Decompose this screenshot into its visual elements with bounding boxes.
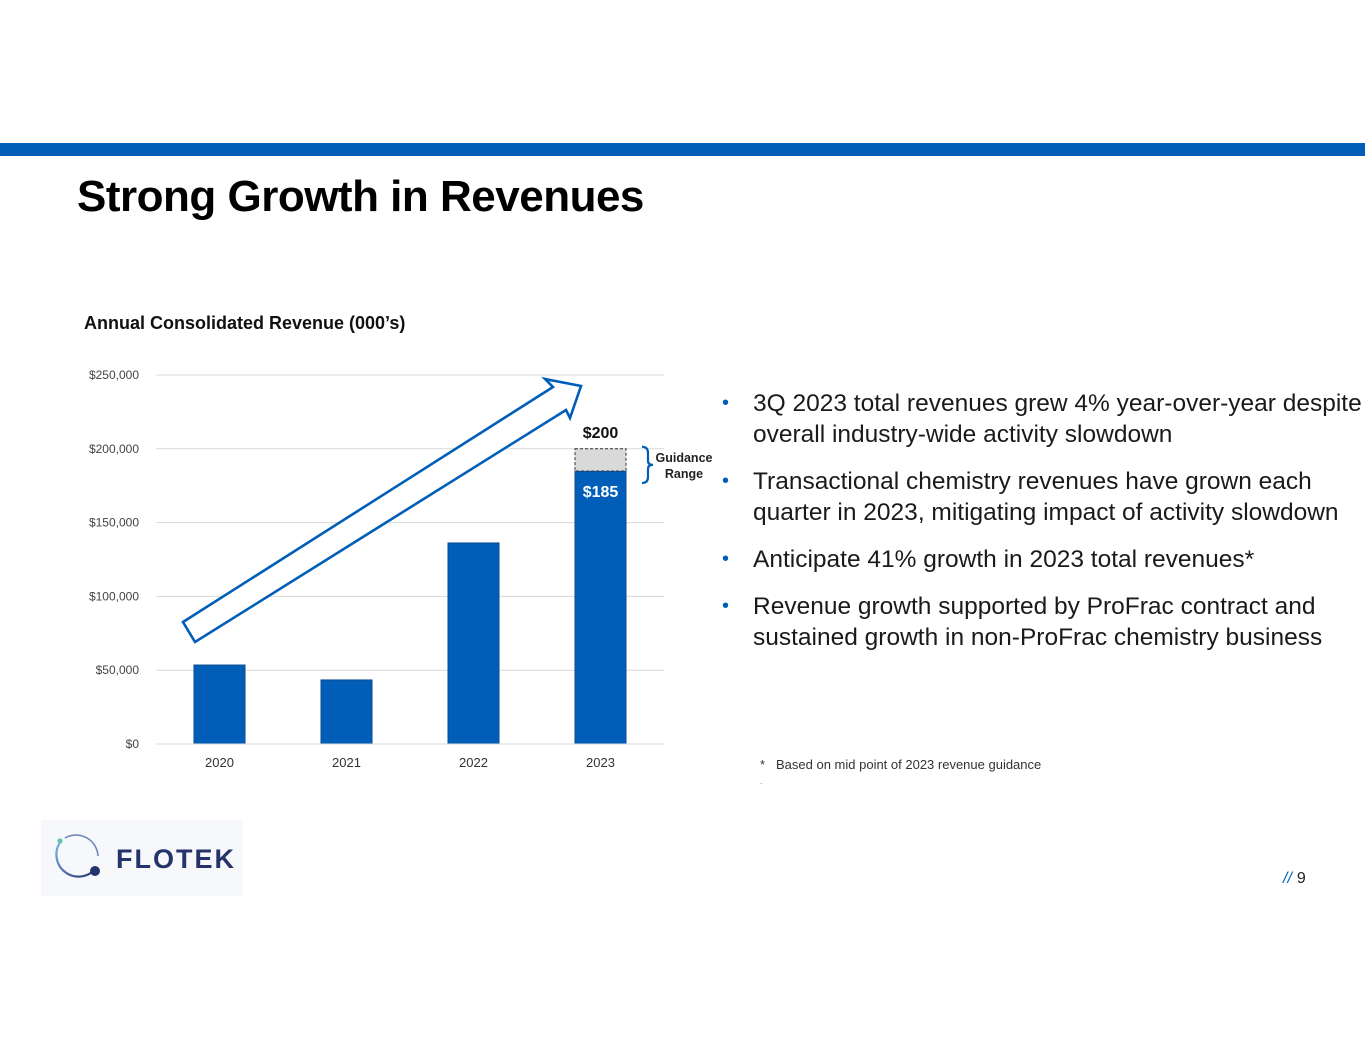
bullet-icon: •	[722, 595, 730, 617]
bullet-icon: •	[722, 470, 730, 492]
bullet-item: • Anticipate 41% growth in 2023 total rev…	[722, 544, 1362, 575]
data-label-low: $185	[583, 484, 619, 501]
footnote-trailing-mark: .	[760, 776, 763, 786]
bullet-icon: •	[722, 392, 730, 414]
page-number-value: 9	[1296, 870, 1306, 887]
x-tick-label: 2021	[332, 755, 361, 770]
guidance-label: Guidance	[656, 451, 713, 465]
y-tick-label: $150,000	[89, 516, 139, 530]
bullet-item: • Revenue growth supported by ProFrac con…	[722, 591, 1362, 653]
x-tick-label: 2020	[205, 755, 234, 770]
page-title: Strong Growth in Revenues	[77, 172, 644, 221]
y-tick-label: $200,000	[89, 442, 139, 456]
guidance-bracket	[641, 445, 654, 485]
footnote: * Based on mid point of 2023 revenue guid…	[760, 757, 1041, 772]
guidance-range-bar	[574, 448, 627, 472]
x-tick-label: 2023	[586, 755, 615, 770]
footnote-marker: *	[760, 757, 766, 772]
guidance-label: Range	[665, 467, 703, 481]
x-tick-label: 2022	[459, 755, 488, 770]
key-points-list: • 3Q 2023 total revenues grew 4% year-ove…	[722, 388, 1362, 669]
y-tick-label: $100,000	[89, 589, 139, 603]
page-number: //9	[1283, 870, 1306, 888]
header-accent-band	[0, 143, 1365, 156]
data-label-high: $200	[583, 425, 619, 442]
logo-wordmark: FLOTEK	[116, 844, 236, 874]
bullet-icon: •	[722, 548, 730, 570]
bar-2020	[193, 664, 246, 745]
bar-2023	[574, 470, 627, 745]
bullet-text: Transactional chemistry revenues have gr…	[753, 468, 1339, 526]
bullet-text: Revenue growth supported by ProFrac cont…	[753, 593, 1323, 651]
company-logo: FLOTEK	[41, 820, 243, 896]
y-tick-label: $0	[126, 737, 140, 751]
footnote-text: Based on mid point of 2023 revenue guida…	[776, 757, 1042, 772]
y-tick-label: $250,000	[89, 368, 139, 382]
y-tick-label: $50,000	[96, 663, 140, 677]
orbit-logo-icon	[55, 834, 100, 878]
bullet-text: Anticipate 41% growth in 2023 total reve…	[753, 546, 1255, 573]
bar-2021	[320, 679, 373, 745]
chart-title: Annual Consolidated Revenue (000’s)	[84, 313, 406, 333]
trend-arrow-icon	[181, 376, 583, 644]
bullet-item: • 3Q 2023 total revenues grew 4% year-ove…	[722, 388, 1362, 450]
page-number-prefix: //	[1283, 870, 1292, 887]
bar-2022	[447, 542, 500, 745]
bullet-text: 3Q 2023 total revenues grew 4% year-over…	[753, 390, 1362, 448]
bullet-item: • Transactional chemistry revenues have g…	[722, 466, 1362, 528]
